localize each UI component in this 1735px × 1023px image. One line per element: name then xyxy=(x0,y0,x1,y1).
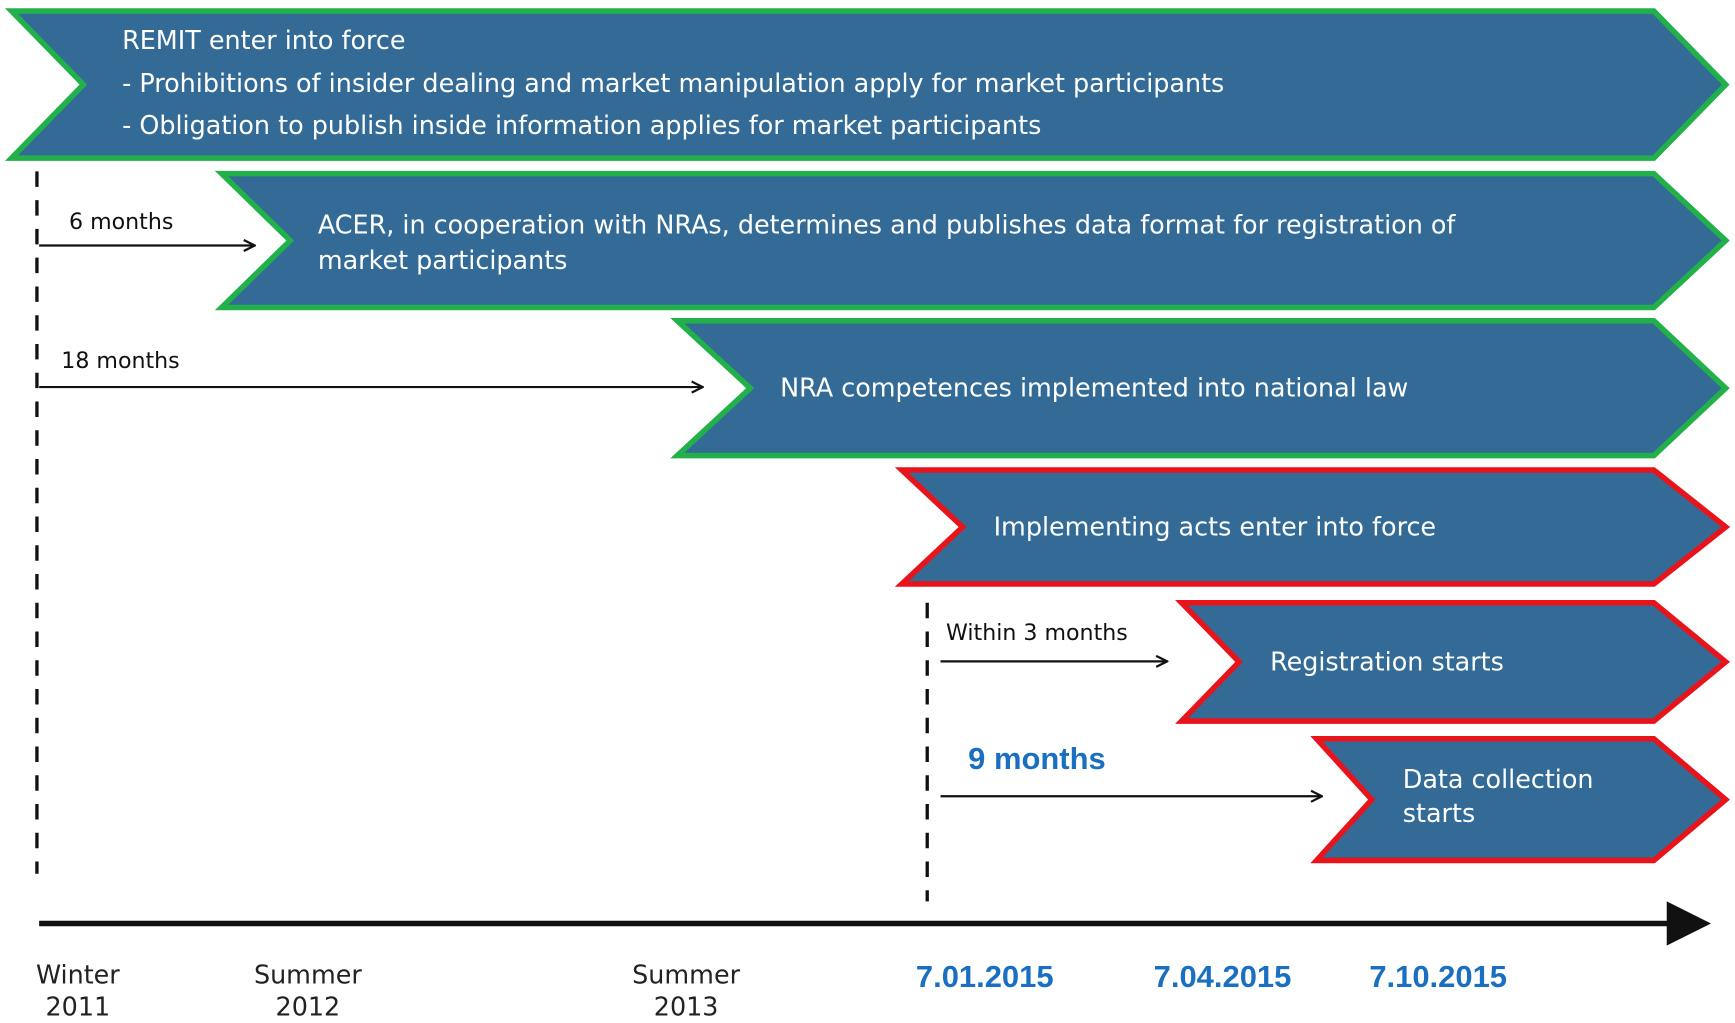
banner-text: starts xyxy=(1403,798,1475,828)
banner-text: market participants xyxy=(318,245,568,275)
timeline-label: 7.10.2015 xyxy=(1369,959,1507,994)
timeline-label: 7.04.2015 xyxy=(1154,959,1292,994)
timeline-label: 2012 xyxy=(276,992,341,1022)
timeline-label: Winter xyxy=(36,960,120,990)
banner xyxy=(670,317,1730,459)
banner-text: - Obligation to publish inside informati… xyxy=(122,110,1041,140)
banner xyxy=(1175,599,1731,724)
banner xyxy=(894,467,1731,587)
banner-text: Implementing acts enter into force xyxy=(994,512,1437,542)
banner-text: Registration starts xyxy=(1270,647,1504,677)
timeline-label: Summer xyxy=(632,960,740,990)
banner xyxy=(4,8,1730,161)
arrow-label: 18 months xyxy=(61,348,179,374)
timeline-label: 7.01.2015 xyxy=(916,959,1054,994)
banner-text: NRA competences implemented into nationa… xyxy=(780,372,1408,402)
banner-text: REMIT enter into force xyxy=(122,25,405,55)
timeline-label: 2013 xyxy=(654,992,719,1022)
banner-text: ACER, in cooperation with NRAs, determin… xyxy=(318,210,1457,240)
arrow-label: 6 months xyxy=(69,209,173,235)
timeline-label: 2011 xyxy=(46,992,111,1022)
banner-text: Data collection xyxy=(1403,764,1594,794)
arrow-label: 9 months xyxy=(968,741,1106,776)
arrow-label: Within 3 months xyxy=(946,620,1128,646)
banner xyxy=(214,170,1730,311)
banner-text: - Prohibitions of insider dealing and ma… xyxy=(122,68,1224,98)
banner xyxy=(1310,736,1730,864)
diagram: REMIT enter into force - Prohibitions of … xyxy=(4,8,1731,1022)
timeline-label: Summer xyxy=(254,960,362,990)
